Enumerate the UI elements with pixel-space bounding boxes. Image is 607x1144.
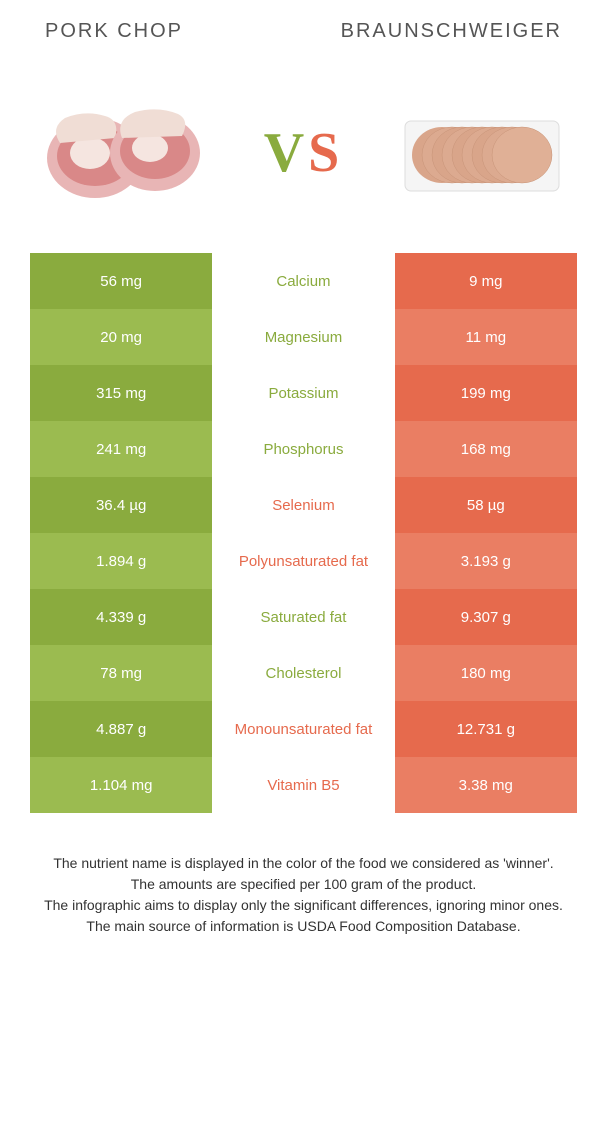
nutrient-name: Vitamin B5 xyxy=(212,757,394,813)
table-row: 4.887 gMonounsaturated fat12.731 g xyxy=(30,701,577,757)
value-right: 3.193 g xyxy=(395,533,577,589)
title-right: BRAUNSCHWEIGER xyxy=(341,20,562,43)
braunschweiger-image xyxy=(392,93,572,213)
table-row: 241 mgPhosphorus168 mg xyxy=(30,421,577,477)
table-row: 20 mgMagnesium11 mg xyxy=(30,309,577,365)
footer-notes: The nutrient name is displayed in the co… xyxy=(15,813,592,937)
nutrient-name: Selenium xyxy=(212,477,394,533)
value-left: 241 mg xyxy=(30,421,212,477)
footer-line-4: The main source of information is USDA F… xyxy=(25,916,582,937)
value-left: 20 mg xyxy=(30,309,212,365)
table-row: 78 mgCholesterol180 mg xyxy=(30,645,577,701)
table-row: 1.104 mgVitamin B53.38 mg xyxy=(30,757,577,813)
table-row: 315 mgPotassium199 mg xyxy=(30,365,577,421)
value-right: 11 mg xyxy=(395,309,577,365)
nutrient-name: Calcium xyxy=(212,253,394,309)
nutrient-name: Magnesium xyxy=(212,309,394,365)
table-row: 36.4 µgSelenium58 µg xyxy=(30,477,577,533)
porkchop-image xyxy=(35,93,215,213)
nutrient-name: Phosphorus xyxy=(212,421,394,477)
value-right: 199 mg xyxy=(395,365,577,421)
value-right: 3.38 mg xyxy=(395,757,577,813)
footer-line-2: The amounts are specified per 100 gram o… xyxy=(25,874,582,895)
value-left: 4.339 g xyxy=(30,589,212,645)
value-right: 180 mg xyxy=(395,645,577,701)
value-left: 1.104 mg xyxy=(30,757,212,813)
value-left: 78 mg xyxy=(30,645,212,701)
value-left: 36.4 µg xyxy=(30,477,212,533)
nutrition-table: 56 mgCalcium9 mg20 mgMagnesium11 mg315 m… xyxy=(15,253,592,813)
table-row: 4.339 gSaturated fat9.307 g xyxy=(30,589,577,645)
value-left: 4.887 g xyxy=(30,701,212,757)
value-left: 315 mg xyxy=(30,365,212,421)
value-left: 1.894 g xyxy=(30,533,212,589)
footer-line-3: The infographic aims to display only the… xyxy=(25,895,582,916)
nutrient-name: Polyunsaturated fat xyxy=(212,533,394,589)
nutrient-name: Monounsaturated fat xyxy=(212,701,394,757)
nutrient-name: Cholesterol xyxy=(212,645,394,701)
footer-line-1: The nutrient name is displayed in the co… xyxy=(25,853,582,874)
table-row: 1.894 gPolyunsaturated fat3.193 g xyxy=(30,533,577,589)
vs-row: VS xyxy=(15,53,592,253)
header-row: PORK CHOP BRAUNSCHWEIGER xyxy=(15,20,592,53)
title-left: PORK CHOP xyxy=(45,20,183,43)
value-right: 58 µg xyxy=(395,477,577,533)
value-left: 56 mg xyxy=(30,253,212,309)
value-right: 12.731 g xyxy=(395,701,577,757)
value-right: 9.307 g xyxy=(395,589,577,645)
nutrient-name: Saturated fat xyxy=(212,589,394,645)
value-right: 9 mg xyxy=(395,253,577,309)
nutrient-name: Potassium xyxy=(212,365,394,421)
vs-s: S xyxy=(308,122,343,184)
table-row: 56 mgCalcium9 mg xyxy=(30,253,577,309)
value-right: 168 mg xyxy=(395,421,577,477)
vs-label: VS xyxy=(264,121,344,185)
vs-v: V xyxy=(264,122,308,184)
